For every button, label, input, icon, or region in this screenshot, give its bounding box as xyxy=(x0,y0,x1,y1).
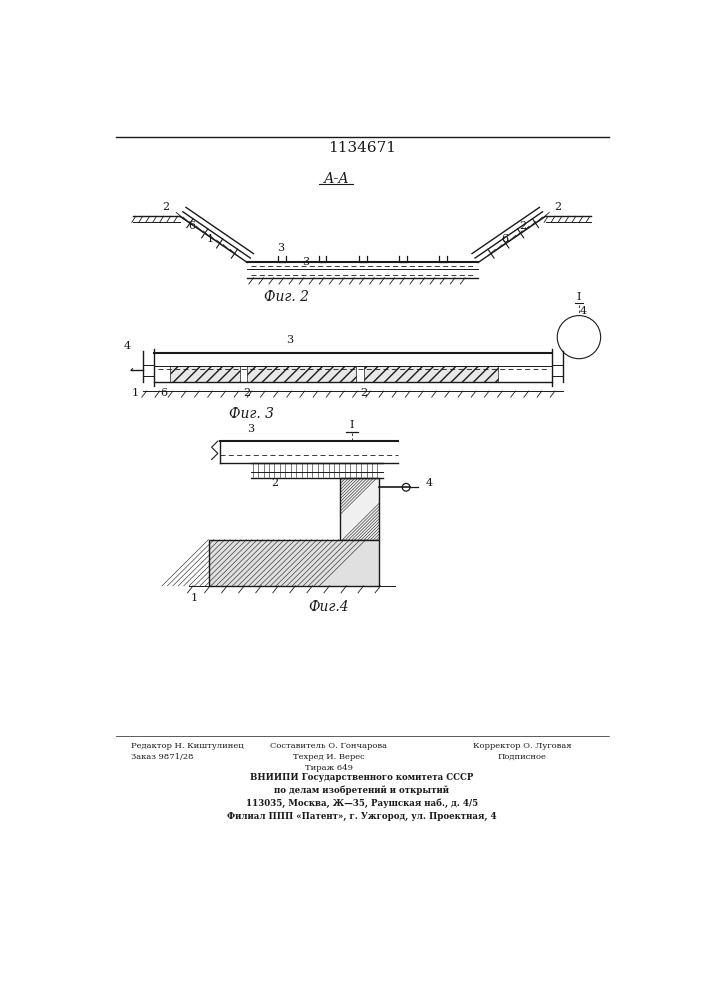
Bar xyxy=(247,366,356,382)
Text: 1: 1 xyxy=(191,593,198,603)
Text: 2: 2 xyxy=(519,221,526,231)
Text: 1134671: 1134671 xyxy=(328,141,396,155)
Text: 1: 1 xyxy=(206,234,214,244)
Bar xyxy=(170,366,240,382)
Bar xyxy=(209,540,379,586)
Text: 6: 6 xyxy=(501,234,508,244)
Text: А-А: А-А xyxy=(324,172,349,186)
Text: 2: 2 xyxy=(271,478,278,488)
Text: 2: 2 xyxy=(360,388,367,398)
Text: 4: 4 xyxy=(124,341,131,351)
Text: Составитель О. Гончарова
Техред И. Верес
Тираж 649: Составитель О. Гончарова Техред И. Верес… xyxy=(270,742,387,772)
Text: 3: 3 xyxy=(302,257,309,267)
Bar xyxy=(363,366,498,382)
Text: ВНИИПИ Государственного комитета СССР
по делам изобретений и открытий
113035, Мо: ВНИИПИ Государственного комитета СССР по… xyxy=(227,773,497,821)
Text: 2: 2 xyxy=(554,202,561,212)
Text: 6: 6 xyxy=(188,221,195,231)
Text: 3: 3 xyxy=(277,243,284,253)
Text: 3: 3 xyxy=(286,335,293,345)
Text: 6: 6 xyxy=(160,388,167,398)
Text: 2: 2 xyxy=(163,202,170,212)
Text: Корректор О. Луговая
Подписное: Корректор О. Луговая Подписное xyxy=(473,742,572,761)
Text: Фиг. 2: Фиг. 2 xyxy=(264,290,308,304)
Text: 4: 4 xyxy=(579,306,586,316)
Text: Фиг.4: Фиг.4 xyxy=(308,600,349,614)
Text: 4: 4 xyxy=(426,478,433,488)
Text: Редактор Н. Киштулинец
Заказ 9871/28: Редактор Н. Киштулинец Заказ 9871/28 xyxy=(131,742,244,761)
Text: 1: 1 xyxy=(132,388,139,398)
Text: 2: 2 xyxy=(244,388,251,398)
Text: I: I xyxy=(577,292,581,302)
Text: I: I xyxy=(350,420,354,430)
Text: Фиг. 3: Фиг. 3 xyxy=(228,407,274,421)
Bar xyxy=(340,478,379,540)
Text: 3: 3 xyxy=(247,424,255,434)
